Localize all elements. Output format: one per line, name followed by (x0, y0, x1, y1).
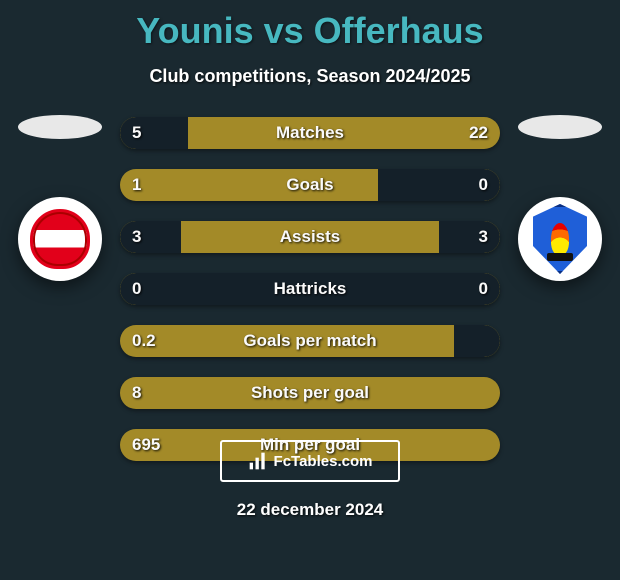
psv-crest-icon (30, 209, 90, 269)
stat-label: Assists (280, 227, 340, 247)
stat-right-value: 3 (479, 227, 488, 247)
player-left-crest (18, 197, 102, 281)
player-left-block (18, 197, 102, 281)
stat-row: 0.2 Goals per match (120, 325, 500, 357)
torch-base-icon (547, 253, 573, 261)
player-right-silhouette (518, 115, 602, 139)
player-left-silhouette (18, 115, 102, 139)
stat-left-value: 0.2 (132, 331, 156, 351)
stat-row: 1 Goals 0 (120, 169, 500, 201)
stat-left-segment (120, 117, 188, 149)
player-right-block (518, 197, 602, 281)
brand-box[interactable]: FcTables.com (220, 440, 400, 482)
brand-label: FcTables.com (274, 453, 373, 470)
page-title: Younis vs Offerhaus (0, 0, 620, 52)
flame-icon (551, 223, 569, 255)
stat-row: 8 Shots per goal (120, 377, 500, 409)
stat-right-segment (439, 221, 500, 253)
stat-right-value: 22 (469, 123, 488, 143)
stat-bars: 5 Matches 22 1 Goals 0 3 Assists 3 0 Hattricks 0 0.2… (120, 117, 500, 461)
date-footer: 22 december 2024 (0, 500, 620, 520)
stat-label: Goals per match (243, 331, 376, 351)
stat-left-segment (120, 221, 181, 253)
subtitle: Club competitions, Season 2024/2025 (0, 66, 620, 87)
stat-left-value: 5 (132, 123, 141, 143)
stat-left-value: 3 (132, 227, 141, 247)
stat-right-value: 0 (479, 175, 488, 195)
player-right-crest (518, 197, 602, 281)
stat-row: 0 Hattricks 0 (120, 273, 500, 305)
stat-right-segment (454, 325, 500, 357)
stat-row: 5 Matches 22 (120, 117, 500, 149)
stat-left-value: 0 (132, 279, 141, 299)
comparison-stage: 5 Matches 22 1 Goals 0 3 Assists 3 0 Hattricks 0 0.2… (0, 117, 620, 447)
stat-left-value: 1 (132, 175, 141, 195)
stat-label: Matches (276, 123, 344, 143)
stat-label: Hattricks (274, 279, 347, 299)
stat-row: 3 Assists 3 (120, 221, 500, 253)
telstar-crest-icon (530, 204, 590, 274)
chart-icon (248, 451, 268, 471)
stat-left-value: 8 (132, 383, 141, 403)
stat-left-value: 695 (132, 435, 160, 455)
stat-label: Goals (286, 175, 333, 195)
stat-label: Shots per goal (251, 383, 369, 403)
stat-right-value: 0 (479, 279, 488, 299)
